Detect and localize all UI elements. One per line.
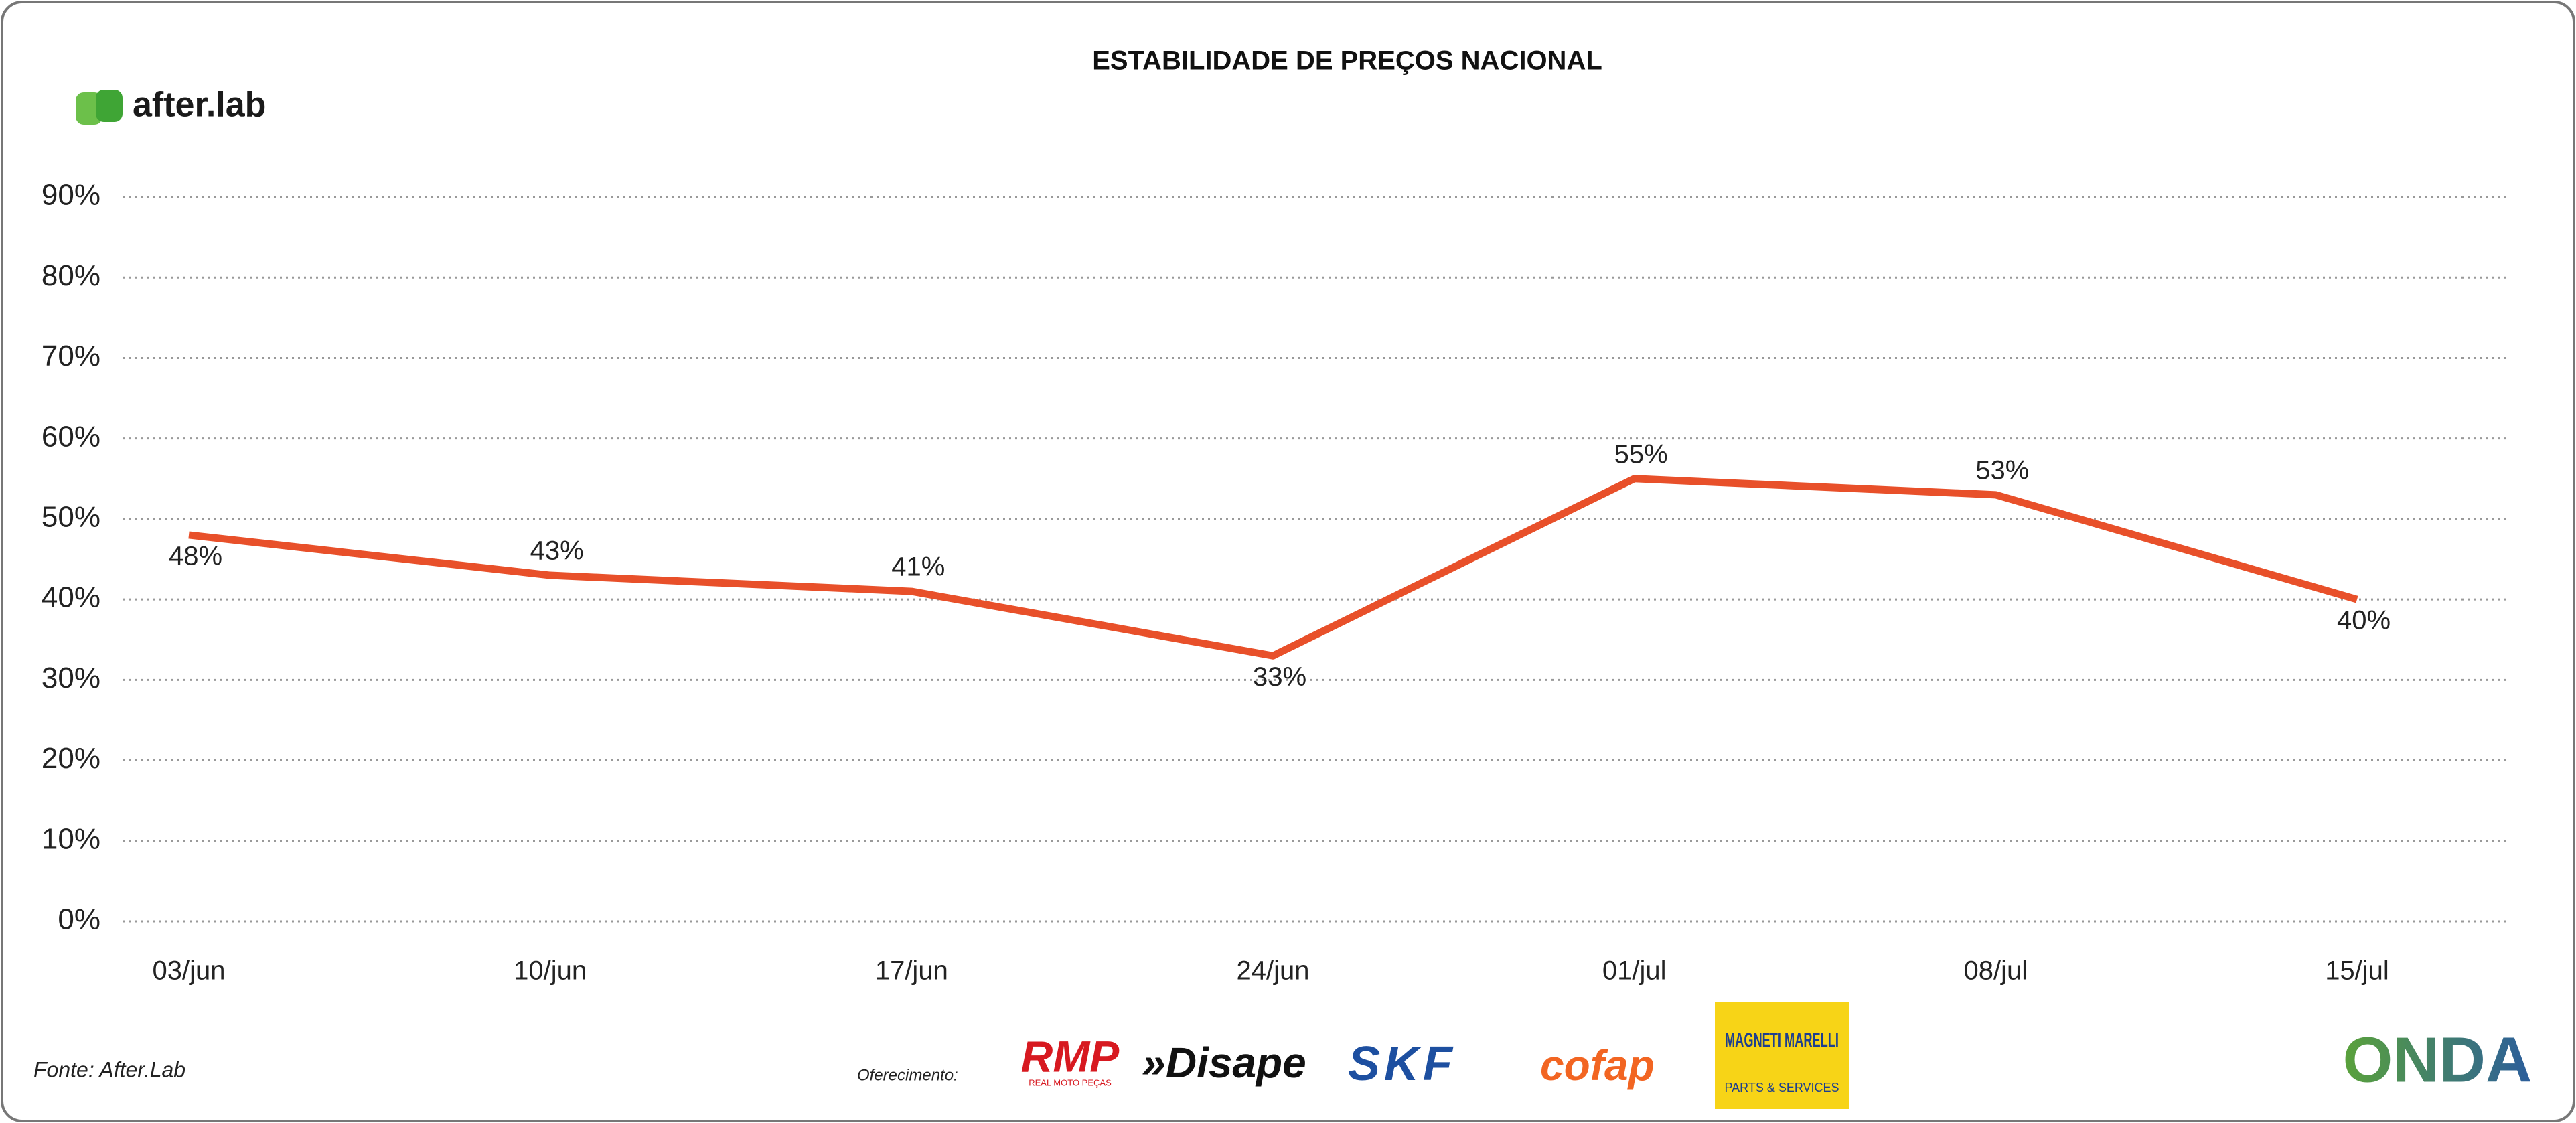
line	[188, 475, 2358, 660]
x-tick-label: 17/jun	[875, 956, 948, 986]
y-tick-label: 60%	[42, 420, 100, 453]
y-tick-label: 90%	[42, 179, 100, 212]
x-tick-label: 03/jun	[153, 956, 226, 986]
x-tick-label: 15/jul	[2325, 956, 2389, 986]
x-tick-label: 01/jul	[1602, 956, 1667, 986]
sponsor-disape: »Disape	[1142, 1039, 1306, 1087]
logo-icon	[96, 90, 123, 122]
plot: 0% 10% 20% 30% 40% 50% 60% 70% 80% 90% 03/jun 10/ju…	[42, 179, 2508, 986]
y-tick-label: 0%	[58, 903, 100, 936]
data-label: 55%	[1614, 439, 1668, 469]
data-label: 33%	[1253, 662, 1306, 692]
y-tick-label: 20%	[42, 742, 100, 775]
brand-name: after.lab	[133, 86, 266, 125]
sponsor-skf: SKF	[1348, 1037, 1456, 1091]
brand-logo: after.lab	[76, 86, 266, 125]
sponsor-onda: ONDA	[2343, 1024, 2532, 1096]
chart-title: ESTABILIDADE DE PREÇOS NACIONAL	[1092, 46, 1602, 76]
magneti-box	[1715, 1002, 1849, 1109]
y-tick-label: 10%	[42, 822, 100, 855]
sponsor-rmp-sub: REAL MOTO PEÇAS	[1029, 1077, 1112, 1088]
sponsor-label: Oferecimento:	[857, 1066, 958, 1084]
sponsor-logos: RMP REAL MOTO PEÇAS »Disape SKF cofap MA…	[1021, 1002, 2532, 1109]
data-label: 41%	[891, 552, 945, 582]
data-label: 48%	[169, 541, 222, 571]
y-tick-label: 70%	[42, 340, 100, 372]
y-tick-label: 30%	[42, 662, 100, 694]
sponsor-cofap: cofap	[1540, 1041, 1655, 1090]
data-label: 40%	[2337, 606, 2391, 635]
y-tick-label: 50%	[42, 501, 100, 534]
sponsor-magneti-sub: PARTS & SERVICES	[1724, 1081, 1839, 1094]
x-tick-label: 08/jul	[1964, 956, 2028, 986]
sponsor-rmp: RMP	[1021, 1031, 1120, 1081]
y-tick-label: 40%	[42, 581, 100, 614]
source: Fonte: After.Lab	[33, 1057, 185, 1081]
data-label: 53%	[1975, 455, 2029, 485]
x-tick-label: 10/jun	[514, 956, 587, 986]
sponsor-magneti: MAGNETI MARELLI	[1725, 1029, 1839, 1051]
y-tick-label: 80%	[42, 259, 100, 292]
x-tick-label: 24/jun	[1237, 956, 1310, 986]
data-label: 43%	[530, 536, 584, 566]
